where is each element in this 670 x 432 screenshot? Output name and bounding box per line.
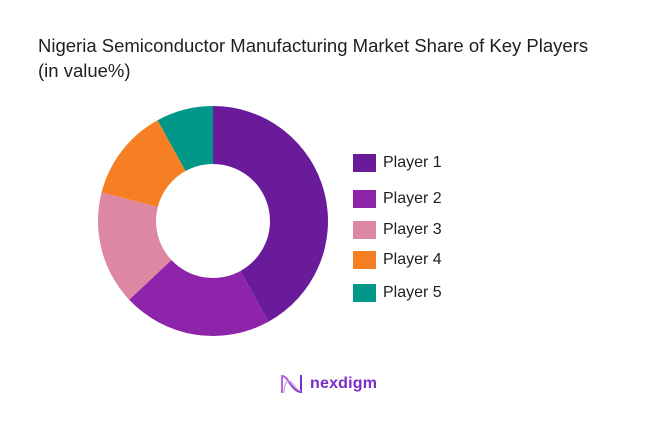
legend-label: Player 4 bbox=[383, 251, 442, 268]
legend-item-player-2: Player 2 bbox=[353, 190, 442, 208]
legend-swatch bbox=[353, 284, 376, 302]
legend-label: Player 2 bbox=[383, 190, 442, 207]
legend-label: Player 3 bbox=[383, 221, 442, 238]
donut-slice-player-2 bbox=[129, 260, 269, 337]
chart-title-line2: (in value%) bbox=[38, 60, 131, 81]
legend-item-player-3: Player 3 bbox=[353, 221, 442, 239]
donut-slices bbox=[98, 106, 328, 337]
brand-logo: nexdigm bbox=[280, 373, 377, 395]
chart-title-line1: Nigeria Semiconductor Manufacturing Mark… bbox=[38, 35, 589, 56]
legend-item-player-1: Player 1 bbox=[353, 154, 442, 172]
donut-slice-player-5 bbox=[157, 106, 213, 172]
chart-title: Nigeria Semiconductor Manufacturing Mark… bbox=[38, 33, 658, 83]
donut-slice-player-4 bbox=[101, 120, 186, 207]
brand-name: nexdigm bbox=[310, 375, 378, 392]
legend-swatch bbox=[353, 221, 376, 239]
legend-label: Player 1 bbox=[383, 154, 442, 171]
donut-slice-player-3 bbox=[98, 192, 172, 300]
legend-item-player-4: Player 4 bbox=[353, 251, 442, 269]
legend-label: Player 5 bbox=[383, 284, 442, 301]
legend-swatch bbox=[353, 251, 376, 269]
legend-swatch bbox=[353, 190, 376, 208]
nexdigm-wave-icon bbox=[281, 374, 302, 394]
legend-item-player-5: Player 5 bbox=[353, 284, 442, 302]
donut-slice-player-1 bbox=[213, 106, 328, 322]
legend-swatch bbox=[353, 154, 376, 172]
